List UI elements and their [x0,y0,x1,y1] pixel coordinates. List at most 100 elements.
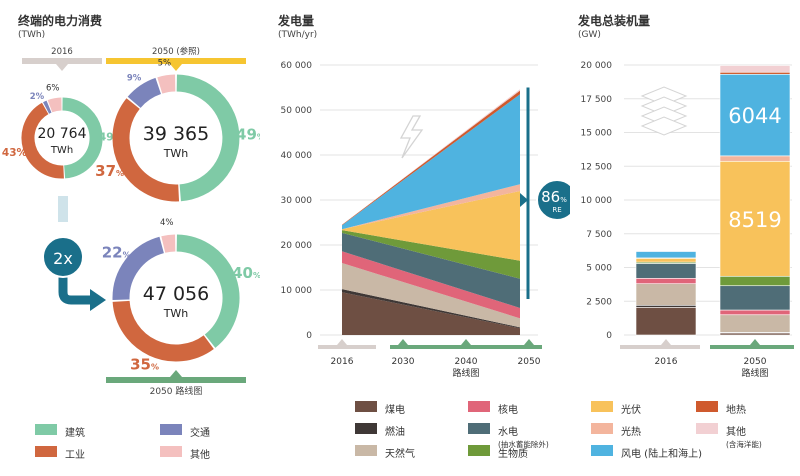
area-x-tick-label: 2050 [518,357,541,367]
bar-y-tick-label: 10 000 [581,196,613,206]
legend-item-csp: 光热 [591,423,641,438]
donut-total-value: 20 764 [38,126,87,142]
area-y-tick-label: 30 000 [281,196,313,206]
donut-total-unit: TWh [50,145,73,156]
tag-arrow-2050-ref [170,64,182,71]
area-series-geo [342,90,520,226]
capacity-unit: (GW) [578,30,601,40]
donut-segment-other [47,97,62,113]
legend-sublabel: (含海洋能) [726,440,762,449]
donut-label-other: 5% [158,58,172,68]
area-series-coal [342,292,520,335]
legend-swatch [696,401,718,412]
legend-item-buildings: 建筑 [35,424,85,439]
legend-swatch [591,401,613,412]
donut-segment-industry [112,300,214,362]
bar-x-bar-2016 [620,345,700,349]
donut-label-pct-transport: % [123,251,131,260]
bar-x-tick-label: 2016 [655,357,678,367]
legend-item-industry: 工业 [35,446,85,461]
legend-swatch [355,445,377,456]
legend-item-other: 其他 [160,446,210,461]
area-y-tick-label: 20 000 [281,241,313,251]
re-share-label: RE [552,206,561,214]
bar-y-tick-label: 15 000 [581,129,613,139]
bar-value-label-wind: 6044 [728,104,781,128]
donut-label-industry: 35% [130,356,159,374]
re-share-pointer [520,193,528,207]
legend-swatch [160,446,182,457]
bar-y-tick-label: 5 000 [586,264,612,274]
donut-2050-roadmap: 47 056 TWh 40% 35% 22% 4% [102,218,260,373]
bar-segment-geo-2016 [635,250,697,252]
donut-segment-buildings [176,74,240,202]
tag-bar-2050-ref [106,58,246,64]
capacity-bar-chart: 0 2 500 5 000 7 500 10 000 12 500 15 000 17 500… [581,61,794,379]
legend-label: 建筑 [65,428,85,439]
bar-segment-nuclear-2050 [719,309,791,316]
legend-item-oil: 燃油 [355,423,405,438]
area-x-bar-2016 [318,345,376,349]
donut-total-unit: TWh [163,147,189,160]
legend-item-hydro: 水电 (抽水蓄能除外) [468,423,549,450]
donut-total-value: 39 365 [143,123,209,145]
bar-segment-pv-2050 [719,160,791,277]
area-series-gas [342,263,520,328]
legend-label: 光热 [621,427,641,438]
bar-segment-csp-2050 [719,155,791,162]
donut-label-pct-buildings: % [257,133,260,142]
tag-arrow-2016 [56,64,68,71]
donut-label-transport: 9% [127,73,142,83]
bar-segment-nuclear-2016 [635,277,697,284]
area-x-axis-label: 路线图 [452,367,479,379]
donut-label-industry: 43% [2,147,28,159]
donut-segment-other [161,234,176,253]
growth-badge [42,236,84,278]
area-x-tick-label: 2040 [455,357,478,367]
donut-label-pct-industry: % [116,169,124,178]
legend-label: 燃油 [385,427,405,438]
donut-segment-transport [112,236,165,301]
growth-multiplier: 2x [53,249,73,268]
left-panel-title: 终端的电力消费 [18,14,103,28]
bar-segment-geo-2050 [719,71,791,75]
legend-swatch [696,423,718,434]
legend-item-nuclear: 核电 [468,401,518,416]
legend-label: 生物质 [498,449,528,460]
bar-x-tick-label: 2050 [744,357,767,367]
area-x-arrow-2040 [461,339,471,345]
area-y-tick-label: 40 000 [281,151,313,161]
area-series-bio [342,230,520,279]
bar-segment-bio-2050 [719,275,791,287]
donut-label-transport: 22% [102,244,131,262]
growth-arrow-stem [58,196,68,222]
legend-label: 核电 [498,405,518,416]
bar-segment-gas-2050 [719,314,791,333]
area-series-wind [342,94,520,230]
bar-segment-hydro-2016 [635,263,697,279]
bar-segment-coal-2016 [635,307,697,336]
area-x-tick-label: 2016 [331,357,354,367]
tag-2050-ref-label: 2050 (参照) [152,46,200,57]
legend-label: 其他 (含海洋能) [726,427,762,449]
area-series-hydro [342,232,520,308]
bar-y-tick-label: 0 [606,331,612,341]
generation-unit: (TWh/yr) [278,30,318,40]
bar-segment-oil-2016 [635,304,697,308]
donut-segment-industry [112,98,180,202]
legend-swatch [160,424,182,435]
legend-swatch [591,423,613,434]
bar-segment-gas-2016 [635,283,697,306]
bar-x-bar-2050 [710,345,794,349]
area-y-tick-label: 60 000 [281,61,313,71]
area-series-pv [342,191,520,261]
donut-segment-buildings [176,234,240,348]
layers-icon-layer [640,116,688,136]
bar-y-tick-label: 12 500 [581,162,613,172]
tag-arrow-2050-roadmap [170,370,182,377]
donut-segment-transport [43,100,52,114]
area-x-arrow-2050 [524,339,534,345]
